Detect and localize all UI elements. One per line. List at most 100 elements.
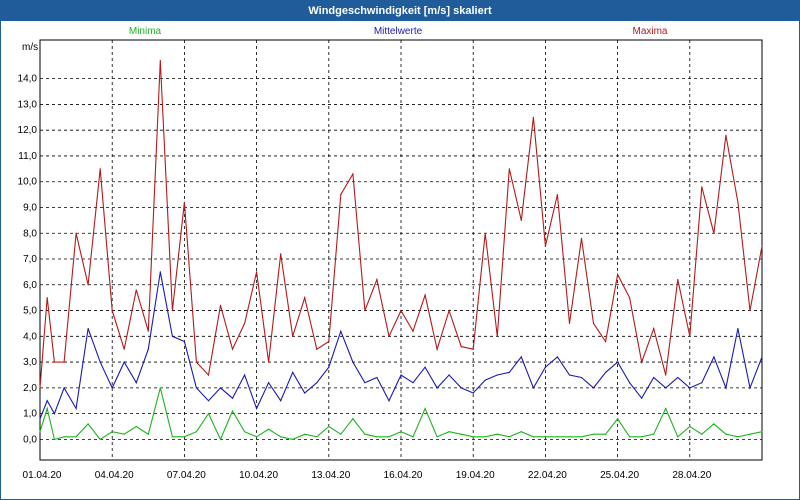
data-point-mittelwerte	[328, 366, 330, 368]
data-point-minima	[53, 438, 56, 440]
data-point-maxima	[352, 173, 354, 175]
data-point-maxima	[388, 335, 390, 337]
data-point-maxima	[280, 253, 282, 255]
data-point-maxima	[484, 232, 486, 234]
data-point-maxima	[580, 237, 583, 240]
data-point-minima	[701, 433, 703, 435]
data-point-mittelwerte	[641, 397, 643, 399]
data-point-maxima	[496, 335, 498, 337]
data-point-mittelwerte	[219, 387, 222, 389]
data-point-maxima	[147, 330, 149, 332]
data-point-maxima	[376, 279, 378, 281]
data-point-minima	[629, 436, 631, 438]
data-point-minima	[123, 433, 125, 435]
data-point-maxima	[87, 284, 89, 286]
data-point-mittelwerte	[424, 366, 426, 368]
data-point-mittelwerte	[520, 356, 522, 358]
data-point-mittelwerte	[412, 382, 414, 384]
data-point-mittelwerte	[604, 371, 607, 373]
x-tick-labels: 01.04.20 04.04.20 07.04.20 10.04.20 13.04.20…	[23, 470, 712, 481]
data-point-maxima	[448, 309, 450, 312]
data-point-mittelwerte	[243, 374, 246, 376]
x-tick-label: 01.04.20	[23, 470, 62, 481]
data-point-minima	[99, 438, 101, 440]
data-point-maxima	[256, 271, 258, 273]
data-point-maxima	[412, 330, 414, 332]
data-point-mittelwerte	[556, 356, 559, 358]
y-axis-unit-label: m/s	[22, 42, 38, 53]
y-tick-label: 4,0	[23, 331, 37, 342]
legend: Minima Mittelwerte Maxima	[129, 26, 668, 37]
data-point-mittelwerte	[87, 327, 89, 330]
data-point-mittelwerte	[496, 374, 498, 376]
data-point-minima	[75, 436, 77, 438]
data-point-minima	[592, 433, 595, 435]
data-point-minima	[761, 431, 763, 433]
legend-entry-maxima: Maxima	[632, 26, 667, 37]
data-point-maxima	[460, 346, 462, 348]
data-point-maxima	[677, 279, 679, 281]
data-point-mittelwerte	[268, 382, 270, 384]
data-point-minima	[749, 433, 751, 435]
data-point-minima	[532, 436, 534, 438]
data-point-mittelwerte	[123, 361, 125, 363]
data-point-maxima	[592, 322, 595, 325]
data-point-mittelwerte	[256, 407, 258, 410]
data-point-mittelwerte	[484, 379, 486, 381]
data-point-maxima	[713, 232, 715, 234]
data-point-mittelwerte	[159, 271, 161, 273]
data-point-mittelwerte	[460, 387, 462, 389]
data-point-mittelwerte	[352, 361, 354, 363]
data-point-mittelwerte	[725, 387, 727, 389]
y-tick-label: 7,0	[23, 254, 37, 265]
data-point-mittelwerte	[713, 356, 715, 358]
data-point-minima	[556, 436, 559, 438]
data-point-minima	[183, 436, 185, 438]
data-point-minima	[677, 436, 679, 438]
data-point-minima	[460, 433, 462, 435]
data-point-minima	[304, 433, 306, 435]
data-point-maxima	[75, 232, 77, 234]
data-point-maxima	[219, 304, 222, 306]
data-point-mittelwerte	[677, 376, 679, 379]
data-point-minima	[316, 436, 318, 438]
data-point-mittelwerte	[532, 387, 534, 389]
data-point-maxima	[292, 335, 294, 337]
data-point-mittelwerte	[75, 407, 77, 410]
data-point-mittelwerte	[448, 374, 450, 376]
data-point-mittelwerte	[592, 387, 595, 389]
series-line-minima	[39, 387, 763, 441]
y-tick-label: 12,0	[18, 125, 38, 136]
y-tick-label: 11,0	[18, 151, 37, 162]
data-point-minima	[580, 436, 583, 438]
data-point-mittelwerte	[53, 413, 56, 415]
data-point-mittelwerte	[135, 382, 137, 384]
data-point-mittelwerte	[436, 387, 438, 389]
data-point-mittelwerte	[111, 387, 113, 389]
data-point-maxima	[665, 374, 667, 376]
data-point-mittelwerte	[171, 335, 173, 337]
data-point-maxima	[508, 168, 510, 170]
data-point-maxima	[304, 297, 306, 299]
data-point-minima	[268, 428, 270, 430]
data-point-maxima	[99, 168, 101, 170]
y-tick-labels: 0,0 1,0 2,0 3,0 4,0 5,0 6,0 7,0 8,0 9,0 10,0 11,0 12…	[18, 74, 38, 446]
data-point-mittelwerte	[665, 387, 667, 389]
data-point-mittelwerte	[737, 327, 739, 330]
data-point-maxima	[472, 348, 474, 350]
data-point-maxima	[568, 322, 571, 325]
data-point-mittelwerte	[39, 418, 41, 420]
data-point-maxima	[231, 348, 234, 350]
data-point-minima	[568, 436, 571, 438]
data-point-maxima	[195, 361, 198, 363]
data-point-mittelwerte	[617, 361, 619, 363]
data-point-maxima	[701, 186, 703, 188]
data-point-maxima	[532, 116, 534, 118]
data-point-maxima	[135, 289, 137, 291]
data-point-mittelwerte	[340, 330, 342, 332]
data-point-minima	[195, 431, 198, 433]
data-point-maxima	[123, 348, 125, 350]
data-point-mittelwerte	[207, 400, 210, 402]
data-point-maxima	[53, 361, 56, 363]
